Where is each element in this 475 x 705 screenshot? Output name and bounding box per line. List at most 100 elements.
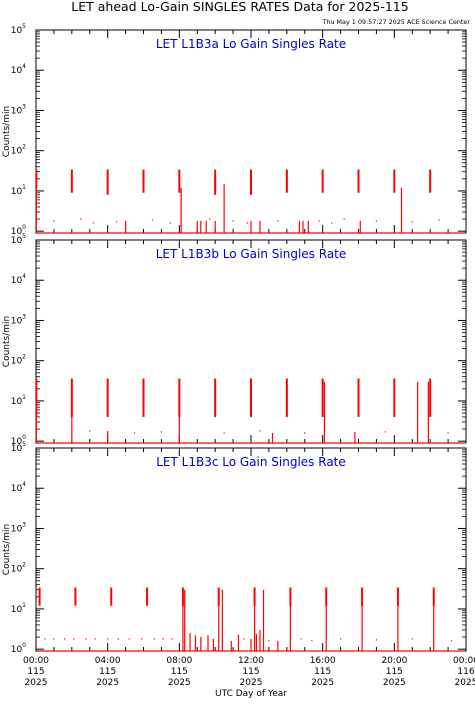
y-tick-exponent: 3: [22, 313, 26, 320]
y-tick-exponent: 3: [22, 103, 26, 110]
x-tick-label: 2025: [240, 678, 263, 688]
data-point: [223, 432, 225, 434]
y-tick-exponent: 2: [22, 144, 26, 151]
y-tick-exponent: 4: [22, 273, 26, 280]
data-point: [85, 638, 87, 640]
x-tick-label: 20:00: [381, 656, 407, 666]
y-tick-exponent: 3: [22, 521, 26, 528]
x-tick-label: 116: [457, 667, 474, 677]
y-axis-label: Counts/min: [2, 106, 12, 157]
data-point: [411, 221, 413, 223]
data-point: [94, 638, 96, 640]
y-tick-exponent: 5: [22, 23, 26, 30]
x-tick-label: 2025: [168, 678, 191, 688]
x-tick-label: 12:00: [238, 656, 264, 666]
y-tick-exponent: 0: [22, 434, 26, 441]
data-point: [133, 432, 136, 434]
data-point: [339, 638, 342, 640]
data-point: [128, 638, 130, 640]
data-point: [44, 638, 46, 640]
data-point: [343, 218, 345, 220]
data-point: [384, 431, 386, 433]
data-point: [447, 432, 449, 434]
x-tick-label: 2025: [311, 678, 334, 688]
data-point: [243, 638, 245, 640]
x-tick-label: 16:00: [310, 656, 336, 666]
data-point: [53, 220, 55, 222]
generation-timestamp: Thu May 1 09:57:27 2025 ACE Science Cent…: [321, 18, 470, 26]
x-tick-label: 2025: [455, 678, 475, 688]
chart-main-title: LET ahead Lo-Gain SINGLES RATES Data for…: [71, 0, 408, 14]
panel-title: LET L1B3c Lo Gain Singles Rate: [156, 455, 346, 469]
y-tick-exponent: 0: [22, 642, 26, 649]
data-point: [438, 219, 440, 221]
data-point: [117, 638, 120, 640]
y-tick-exponent: 1: [22, 602, 26, 609]
x-tick-label: 00:00: [453, 656, 475, 666]
x-tick-label: 115: [314, 667, 331, 677]
x-tick-label: 04:00: [95, 656, 121, 666]
y-tick-exponent: 2: [22, 562, 26, 569]
data-point: [232, 220, 234, 222]
x-tick-label: 115: [242, 667, 259, 677]
data-point: [64, 638, 66, 640]
y-tick-exponent: 1: [22, 394, 26, 401]
data-point: [73, 638, 75, 640]
y-tick-exponent: 4: [22, 63, 26, 70]
y-tick-exponent: 0: [22, 224, 26, 231]
data-point: [268, 640, 270, 642]
x-tick-label: 115: [171, 667, 188, 677]
x-tick-label: 115: [99, 667, 116, 677]
x-tick-label: 00:00: [23, 656, 49, 666]
data-point: [116, 221, 118, 223]
x-tick-label: 115: [386, 667, 403, 677]
data-point: [246, 222, 249, 224]
data-point: [451, 640, 453, 642]
y-tick-exponent: 2: [22, 354, 26, 361]
data-point: [171, 638, 173, 640]
data-point: [318, 220, 320, 222]
y-tick-exponent: 1: [22, 184, 26, 191]
data-point: [331, 222, 333, 224]
y-tick-exponent: 5: [22, 233, 26, 240]
y-axis-label: Counts/min: [2, 524, 12, 575]
data-point: [259, 430, 261, 432]
y-tick-exponent: 5: [22, 441, 26, 448]
data-point: [153, 638, 155, 640]
data-point: [304, 432, 306, 434]
panel-title: LET L1B3b Lo Gain Singles Rate: [156, 247, 347, 261]
data-point: [209, 218, 211, 220]
data-point: [169, 222, 171, 224]
x-tick-label: 2025: [25, 678, 48, 688]
data-point: [92, 222, 94, 224]
data-point: [151, 219, 154, 221]
data-point: [160, 431, 163, 433]
y-tick-exponent: 4: [22, 481, 26, 488]
data-point: [162, 638, 164, 640]
data-point: [53, 638, 55, 640]
x-tick-label: 115: [27, 667, 44, 677]
data-point: [411, 638, 413, 640]
x-tick-label: 2025: [383, 678, 406, 688]
data-point: [300, 638, 302, 640]
data-point: [375, 220, 378, 222]
data-point: [80, 218, 82, 220]
panel-title: LET L1B3a Lo Gain Singles Rate: [156, 37, 346, 51]
data-point: [375, 639, 378, 641]
data-point: [141, 638, 143, 640]
data-point: [89, 430, 91, 432]
data-point: [277, 220, 279, 222]
y-axis-label: Counts/min: [2, 316, 12, 367]
data-point: [311, 640, 313, 642]
data-point: [107, 638, 109, 640]
x-axis-label: UTC Day of Year: [215, 689, 287, 699]
x-tick-label: 2025: [96, 678, 119, 688]
x-tick-label: 08:00: [166, 656, 192, 666]
